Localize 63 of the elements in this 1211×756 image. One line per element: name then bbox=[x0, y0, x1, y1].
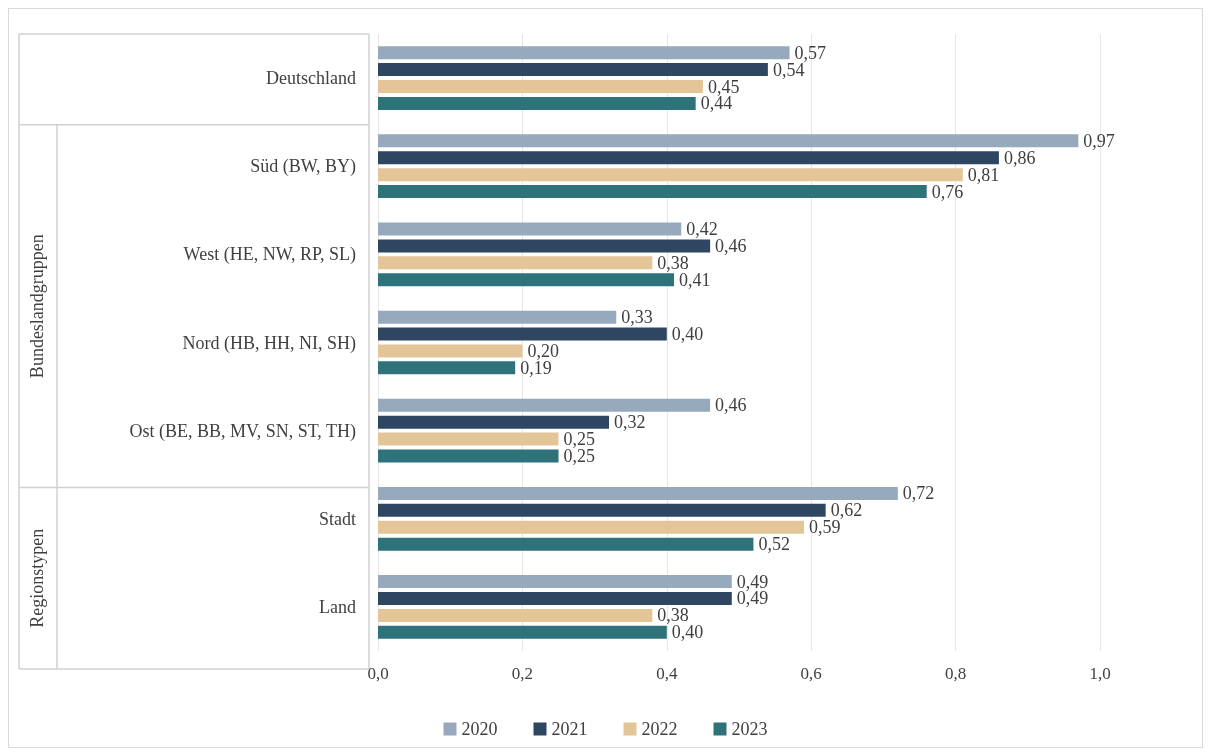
bar bbox=[378, 185, 927, 199]
bar bbox=[378, 239, 711, 253]
bar bbox=[378, 608, 653, 622]
data-label: 0,42 bbox=[686, 219, 718, 240]
bar bbox=[378, 46, 790, 60]
x-tick-label: 1,0 bbox=[1089, 664, 1111, 683]
bar bbox=[378, 625, 667, 639]
bar bbox=[378, 134, 1079, 148]
bar bbox=[378, 80, 703, 94]
data-label: 0,86 bbox=[1003, 147, 1036, 168]
data-label: 0,72 bbox=[902, 483, 935, 504]
y-tick-label: Nord (HB, HH, NI, SH) bbox=[182, 332, 356, 354]
bar bbox=[378, 575, 732, 589]
data-label: 0,45 bbox=[707, 76, 740, 97]
legend-label: 2021 bbox=[551, 719, 588, 739]
x-tick-label: 0,0 bbox=[367, 664, 389, 683]
y-tick-label: West (HE, NW, RP, SL) bbox=[183, 244, 356, 266]
legend-label: 2023 bbox=[731, 719, 768, 739]
data-label: 0,81 bbox=[967, 164, 1000, 185]
x-tick-label: 0,6 bbox=[800, 664, 822, 683]
bar bbox=[378, 256, 653, 270]
bar bbox=[378, 222, 682, 236]
bar bbox=[378, 344, 523, 358]
data-label: 0,46 bbox=[715, 235, 747, 256]
bar bbox=[378, 503, 826, 517]
bar bbox=[378, 415, 610, 429]
bar bbox=[378, 591, 732, 605]
y-tick-label: Stadt bbox=[318, 508, 356, 529]
y-tick-label: Deutschland bbox=[266, 68, 356, 89]
bar bbox=[378, 449, 559, 463]
bar bbox=[378, 432, 559, 446]
text: Bundeslandgruppen bbox=[27, 234, 47, 379]
x-tick-label: 0,2 bbox=[511, 664, 534, 683]
y-tick-label: Süd (BW, BY) bbox=[250, 156, 356, 178]
bar bbox=[378, 151, 999, 165]
bar bbox=[378, 486, 898, 500]
legend-label: 2022 bbox=[641, 719, 678, 739]
text: Regionstypen bbox=[27, 528, 47, 628]
data-label: 0,97 bbox=[1083, 130, 1115, 151]
y-tick-label: Land bbox=[319, 596, 356, 617]
data-label: 0,25 bbox=[563, 429, 595, 450]
legend-label: 2020 bbox=[461, 719, 498, 739]
data-label: 0,20 bbox=[527, 340, 559, 361]
bar bbox=[378, 63, 768, 77]
x-tick-label: 0,8 bbox=[944, 664, 967, 683]
data-label: 0,76 bbox=[931, 181, 964, 202]
bar bbox=[378, 310, 617, 324]
bar bbox=[378, 327, 667, 341]
bar bbox=[378, 537, 754, 551]
data-label: 0,52 bbox=[758, 534, 790, 555]
data-label: 0,46 bbox=[715, 395, 747, 416]
bar bbox=[378, 96, 696, 110]
data-label: 0,32 bbox=[614, 412, 646, 433]
y-tick-label: Ost (BE, BB, MV, SN, ST, TH) bbox=[129, 420, 356, 442]
data-label: 0,33 bbox=[621, 307, 653, 328]
bar bbox=[378, 520, 804, 534]
bar bbox=[378, 273, 675, 287]
x-tick-label: 0,4 bbox=[656, 664, 678, 683]
bar bbox=[378, 168, 963, 182]
bar bbox=[378, 361, 516, 375]
data-label: 0,49 bbox=[736, 571, 769, 592]
bar bbox=[378, 398, 711, 412]
data-label: 0,40 bbox=[671, 324, 704, 345]
